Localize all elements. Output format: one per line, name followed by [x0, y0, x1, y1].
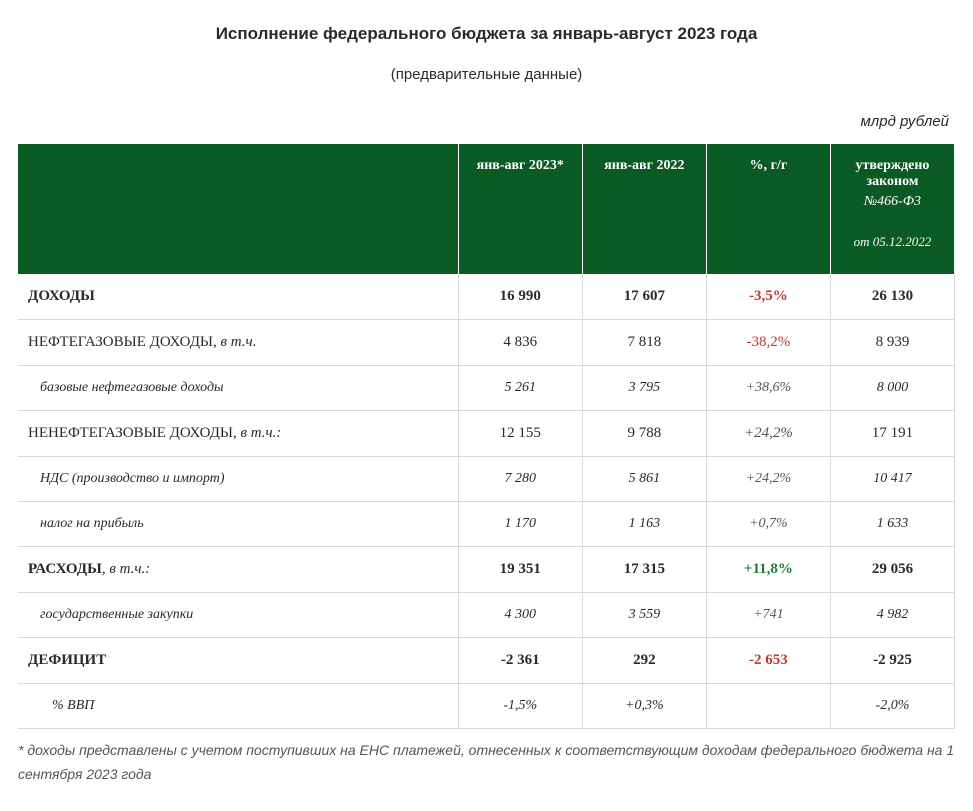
cell-2023: -2 361	[458, 638, 582, 684]
table-row: НДС (производство и импорт) 7 280 5 861 …	[18, 457, 955, 502]
cell-law: 8 000	[830, 366, 954, 411]
table-row: ДОХОДЫ 16 990 17 607 -3,5% 26 130	[18, 274, 955, 320]
row-label: ДОХОДЫ	[18, 274, 458, 320]
page-subtitle: (предварительные данные)	[18, 66, 955, 83]
table-row: государственные закупки 4 300 3 559 +741…	[18, 593, 955, 638]
row-label: базовые нефтегазовые доходы	[18, 366, 458, 411]
cell-law: 29 056	[830, 547, 954, 593]
unit-label: млрд рублей	[18, 113, 955, 130]
row-label: НЕНЕФТЕГАЗОВЫЕ ДОХОДЫ, в т.ч.:	[18, 411, 458, 457]
cell-pct: +11,8%	[706, 547, 830, 593]
cell-2023: 1 170	[458, 502, 582, 547]
cell-pct: +24,2%	[706, 457, 830, 502]
cell-pct: +0,7%	[706, 502, 830, 547]
table-row: ДЕФИЦИТ -2 361 292 -2 653 -2 925	[18, 638, 955, 684]
row-label: % ВВП	[18, 684, 458, 729]
cell-law: -2 925	[830, 638, 954, 684]
row-label: ДЕФИЦИТ	[18, 638, 458, 684]
cell-law: 4 982	[830, 593, 954, 638]
cell-pct: -2 653	[706, 638, 830, 684]
cell-2023: 12 155	[458, 411, 582, 457]
cell-law: 10 417	[830, 457, 954, 502]
col-header-law-line1: утверждено законом	[855, 158, 929, 189]
cell-2023: 7 280	[458, 457, 582, 502]
cell-pct	[706, 684, 830, 729]
cell-2022: 5 861	[582, 457, 706, 502]
row-label: РАСХОДЫ, в т.ч.:	[18, 547, 458, 593]
cell-law: -2,0%	[830, 684, 954, 729]
col-header-law-line3: от 05.12.2022	[839, 234, 946, 250]
table-row: НЕНЕФТЕГАЗОВЫЕ ДОХОДЫ, в т.ч.: 12 155 9 …	[18, 411, 955, 457]
row-label: налог на прибыль	[18, 502, 458, 547]
budget-table: янв-авг 2023* янв-авг 2022 %, г/г утверж…	[18, 144, 955, 729]
table-row: налог на прибыль 1 170 1 163 +0,7% 1 633	[18, 502, 955, 547]
cell-pct: +24,2%	[706, 411, 830, 457]
cell-2023: 19 351	[458, 547, 582, 593]
table-header-row: янв-авг 2023* янв-авг 2022 %, г/г утверж…	[18, 144, 955, 274]
cell-law: 26 130	[830, 274, 954, 320]
cell-law: 8 939	[830, 320, 954, 366]
col-header-pct: %, г/г	[706, 144, 830, 274]
cell-2022: 17 315	[582, 547, 706, 593]
cell-2022: 7 818	[582, 320, 706, 366]
cell-law: 17 191	[830, 411, 954, 457]
cell-pct: +741	[706, 593, 830, 638]
cell-pct: +38,6%	[706, 366, 830, 411]
col-header-2023: янв-авг 2023*	[458, 144, 582, 274]
table-row: базовые нефтегазовые доходы 5 261 3 795 …	[18, 366, 955, 411]
cell-2022: +0,3%	[582, 684, 706, 729]
col-header-2022: янв-авг 2022	[582, 144, 706, 274]
footnote: * доходы представлены с учетом поступивш…	[18, 739, 955, 787]
cell-2023: -1,5%	[458, 684, 582, 729]
col-header-law: утверждено законом №466-Ф3 от 05.12.2022	[830, 144, 954, 274]
cell-2023: 5 261	[458, 366, 582, 411]
table-row: РАСХОДЫ, в т.ч.: 19 351 17 315 +11,8% 29…	[18, 547, 955, 593]
row-label: НДС (производство и импорт)	[18, 457, 458, 502]
col-header-law-line2: №466-Ф3	[839, 194, 946, 210]
table-row: % ВВП -1,5% +0,3% -2,0%	[18, 684, 955, 729]
cell-2023: 4 300	[458, 593, 582, 638]
col-header-label	[18, 144, 458, 274]
row-label: НЕФТЕГАЗОВЫЕ ДОХОДЫ, в т.ч.	[18, 320, 458, 366]
cell-pct: -3,5%	[706, 274, 830, 320]
cell-2023: 16 990	[458, 274, 582, 320]
cell-2022: 17 607	[582, 274, 706, 320]
cell-2022: 9 788	[582, 411, 706, 457]
cell-pct: -38,2%	[706, 320, 830, 366]
row-label: государственные закупки	[18, 593, 458, 638]
cell-2022: 292	[582, 638, 706, 684]
cell-2022: 3 559	[582, 593, 706, 638]
table-row: НЕФТЕГАЗОВЫЕ ДОХОДЫ, в т.ч. 4 836 7 818 …	[18, 320, 955, 366]
cell-2023: 4 836	[458, 320, 582, 366]
cell-2022: 3 795	[582, 366, 706, 411]
cell-2022: 1 163	[582, 502, 706, 547]
page-title: Исполнение федерального бюджета за январ…	[18, 24, 955, 44]
cell-law: 1 633	[830, 502, 954, 547]
